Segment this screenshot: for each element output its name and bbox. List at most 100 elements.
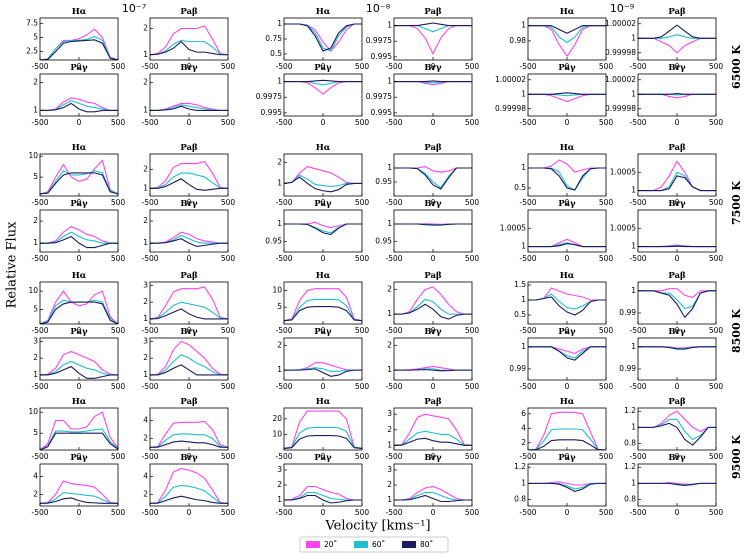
panel-frame: [150, 210, 228, 252]
y-tick-label: 3: [387, 465, 392, 474]
x-tick-label: -500: [275, 254, 292, 263]
x-tick-label: 500: [355, 508, 370, 517]
x-tick-label: -500: [31, 452, 48, 461]
line: [40, 412, 118, 450]
panel-frame: [40, 210, 118, 252]
y-tick-label: 20: [272, 414, 282, 423]
y-tick-label: 0.99998: [605, 104, 636, 113]
y-tick-label: 0.995: [261, 108, 283, 117]
y-tick-label: 2: [277, 340, 282, 349]
y-tick-label: 0.9975: [256, 92, 282, 101]
x-tick-label: -500: [519, 198, 536, 207]
x-tick-label: 500: [111, 382, 126, 391]
panel-title: Brγ: [180, 199, 198, 209]
y-tick-label: 1.00002: [605, 75, 636, 84]
y-tick-label: 2: [143, 24, 148, 33]
x-tick-label: 0: [77, 508, 82, 517]
x-tick-label: 500: [709, 118, 724, 127]
x-tick-label: -500: [31, 382, 48, 391]
y-tick-label: 1: [33, 238, 38, 247]
x-tick-label: 0: [187, 254, 192, 263]
panel-frame: [284, 154, 362, 196]
x-tick-label: 500: [465, 118, 480, 127]
panel-title: Hα: [316, 397, 331, 407]
y-tick-label: 1: [631, 478, 636, 487]
y-tick-label: 0.8: [624, 495, 636, 504]
x-tick-label: 0: [431, 254, 436, 263]
x-tick-label: 500: [599, 62, 614, 71]
x-tick-label: -500: [629, 508, 646, 517]
line: [638, 291, 716, 309]
panel-title: Paγ: [70, 63, 88, 73]
y-tick-label: 1: [521, 89, 526, 98]
panel-frame: [394, 282, 472, 324]
legend-swatch: [354, 541, 368, 548]
y-tick-label: 1: [631, 33, 636, 42]
line: [150, 485, 228, 503]
x-tick-label: -500: [385, 118, 402, 127]
panel-title: Paγ: [558, 453, 576, 463]
y-tick-label: 0.9975: [366, 36, 392, 45]
panel-title: Brγ: [424, 327, 442, 337]
line: [40, 351, 118, 375]
y-tick-label: 1: [277, 19, 282, 28]
x-tick-label: -500: [385, 62, 402, 71]
x-tick-label: 500: [221, 508, 236, 517]
y-axis-label: Relative Flux: [5, 221, 20, 308]
y-tick-label: 1: [143, 183, 148, 192]
line: [394, 370, 472, 371]
line: [394, 23, 472, 26]
x-tick-label: 500: [599, 198, 614, 207]
panel-title: Hα: [316, 143, 331, 153]
x-tick-label: 0: [675, 508, 680, 517]
panel-title: Paγ: [70, 199, 88, 209]
x-tick-label: 500: [111, 254, 126, 263]
x-tick-label: 0: [321, 118, 326, 127]
x-tick-label: 500: [465, 326, 480, 335]
y-tick-label: 0.5: [514, 183, 526, 192]
panel-title: Paγ: [314, 327, 332, 337]
y-tick-label: 2: [143, 433, 148, 442]
y-tick-label: 1: [143, 238, 148, 247]
x-tick-label: 500: [709, 198, 724, 207]
line: [40, 481, 118, 503]
line: [284, 427, 362, 448]
x-tick-label: 500: [709, 508, 724, 517]
panel-frame: [528, 282, 606, 324]
y-tick-label: 10: [28, 151, 38, 160]
panel-title: Paβ: [424, 7, 442, 17]
x-tick-label: 500: [221, 118, 236, 127]
x-tick-label: 0: [321, 254, 326, 263]
y-tick-label: 2: [143, 216, 148, 225]
panel-title: Paγ: [558, 327, 576, 337]
y-tick-label: 0.5: [514, 310, 526, 319]
line: [528, 294, 606, 309]
x-tick-label: 500: [355, 254, 370, 263]
line: [150, 40, 228, 54]
y-tick-label: 1: [387, 495, 392, 504]
x-tick-label: 500: [221, 452, 236, 461]
x-tick-label: 0: [187, 508, 192, 517]
y-tick-label: 1: [521, 21, 526, 30]
panel-title: Brγ: [668, 63, 686, 73]
line: [528, 168, 606, 190]
line: [394, 81, 472, 82]
x-tick-label: -500: [385, 326, 402, 335]
x-tick-label: -500: [629, 382, 646, 391]
line: [284, 82, 362, 95]
y-tick-label: 2: [143, 77, 148, 86]
panel-title: Hα: [72, 397, 87, 407]
x-tick-label: 500: [599, 508, 614, 517]
x-tick-label: -500: [141, 382, 158, 391]
y-tick-label: 2: [33, 489, 38, 498]
y-tick-label: 4: [521, 423, 526, 432]
legend-swatch: [306, 541, 320, 548]
y-tick-label: 0.99: [619, 308, 636, 317]
y-tick-label: 2: [143, 164, 148, 173]
x-tick-label: 0: [187, 118, 192, 127]
y-tick-label: 0.98: [509, 36, 526, 45]
y-tick-label: 1: [631, 342, 636, 351]
panel-title: Paγ: [558, 199, 576, 209]
y-tick-label: 0.95: [375, 177, 392, 186]
y-tick-label: 1: [631, 186, 636, 195]
